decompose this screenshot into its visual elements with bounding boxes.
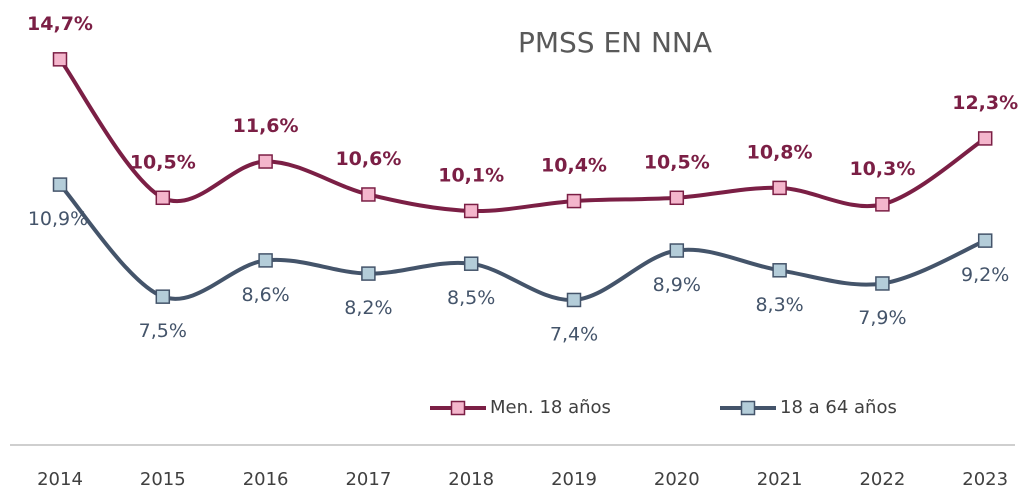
x-tick-label: 2020 [654,469,700,489]
marker [875,276,890,291]
data-label: 8,9% [653,274,701,296]
x-tick-label: 2016 [243,469,289,489]
legend-marker [450,400,466,416]
series-line [58,58,987,214]
marker [772,263,787,278]
marker [463,256,479,271]
marker [155,289,171,304]
marker [463,203,479,219]
x-tick-label: 2018 [448,469,494,489]
data-label: 10,5% [644,151,710,173]
data-label: 7,4% [550,323,598,345]
data-label: 7,5% [139,320,187,342]
x-tick-label: 2022 [859,469,905,489]
marker [875,197,890,212]
marker [361,187,376,202]
data-label: 14,7% [27,13,93,35]
chart-title: PMSS EN NNA [518,26,712,59]
data-label: 10,3% [849,158,915,180]
legend-label: 18 a 64 años [780,397,897,418]
data-label: 8,2% [344,297,392,319]
data-label: 8,6% [241,284,289,306]
marker [669,190,685,206]
legend-marker [740,400,756,416]
data-label: 10,9% [28,208,88,230]
marker [669,243,685,258]
data-label: 10,1% [438,164,504,186]
data-label: 10,6% [335,148,401,170]
x-tick-label: 2019 [551,469,597,489]
marker [566,292,582,308]
marker [361,266,376,281]
x-tick-label: 2021 [757,469,803,489]
marker [52,52,68,67]
data-label: 10,4% [541,155,607,177]
marker [977,131,993,146]
data-label: 8,3% [755,294,803,316]
x-tick-label: 2017 [345,469,391,489]
marker [155,190,171,206]
marker [772,180,787,196]
marker [258,154,273,169]
marker [977,233,993,248]
data-label: 10,8% [747,141,813,163]
data-label: 11,6% [233,115,299,137]
legend-label: Men. 18 años [490,397,611,418]
series-line [58,183,986,302]
data-label: 9,2% [961,264,1009,286]
data-label: 10,5% [130,151,196,173]
marker [52,177,68,192]
marker [566,193,582,209]
x-tick-label: 2014 [37,469,83,489]
data-label: 8,5% [447,287,495,309]
marker [258,253,273,268]
data-label: 7,9% [858,307,906,329]
data-label: 12,3% [952,92,1018,114]
x-tick-label: 2015 [140,469,186,489]
x-tick-label: 2023 [962,469,1008,489]
